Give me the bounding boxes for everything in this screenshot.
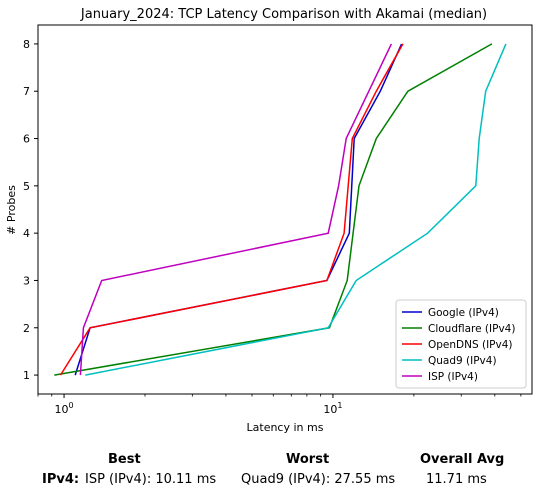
- stats-worst-value: Quad9 (IPv4): 27.55 ms: [241, 472, 396, 487]
- legend-entry: Quad9 (IPv4): [428, 355, 497, 367]
- y-tick-label: 3: [23, 274, 30, 287]
- stats-row-label: IPv4: [42, 472, 74, 487]
- series-line-4: [79, 43, 393, 376]
- y-tick-label: 6: [23, 133, 30, 146]
- y-tick-label: 2: [23, 322, 30, 335]
- stats-header-row: Best Worst Overall Avg: [0, 452, 541, 472]
- y-tick-label: 4: [23, 227, 30, 240]
- series-line-3: [85, 43, 507, 376]
- stats-values-row: IPv4: ISP (IPv4): 10.11 ms Quad9 (IPv4):…: [0, 472, 541, 492]
- legend-entry: Cloudflare (IPv4): [428, 323, 515, 335]
- latency-chart: January_2024: TCP Latency Comparison wit…: [5, 7, 533, 434]
- y-tick-label: 5: [23, 180, 30, 193]
- stats-best-header: Best: [108, 452, 141, 467]
- stats-overall-value: 11.71 ms: [426, 472, 487, 487]
- legend-box: [395, 299, 527, 389]
- x-tick-label: 100: [55, 401, 74, 416]
- plot-frame: [37, 24, 533, 395]
- stats-best-value: ISP (IPv4): 10.11 ms: [85, 472, 217, 487]
- y-tick-label: 7: [23, 85, 30, 98]
- series-line-1: [54, 43, 493, 376]
- y-tick-label: 8: [23, 38, 30, 51]
- axis-ticks: 1 2 3 4 5 6 7 8 100 101: [23, 38, 522, 416]
- chart-title: January_2024: TCP Latency Comparison wit…: [80, 7, 487, 22]
- y-axis-label: # Probes: [5, 185, 18, 235]
- x-tick-label: 101: [323, 401, 342, 416]
- stats-worst-header: Worst: [286, 452, 330, 467]
- series-line-2: [59, 43, 404, 376]
- legend-entry: OpenDNS (IPv4): [428, 339, 513, 351]
- stats-overall-header: Overall Avg: [420, 452, 505, 467]
- y-tick-label: 1: [23, 369, 30, 382]
- legend: Google (IPv4) Cloudflare (IPv4) OpenDNS (I…: [395, 299, 527, 389]
- x-axis-label: Latency in ms: [247, 421, 324, 434]
- legend-entry: Google (IPv4): [428, 307, 499, 319]
- series-line-0: [74, 43, 403, 376]
- stats-row-sep: :: [73, 472, 80, 487]
- series-layer: [54, 43, 507, 376]
- legend-entry: ISP (IPv4): [428, 371, 478, 383]
